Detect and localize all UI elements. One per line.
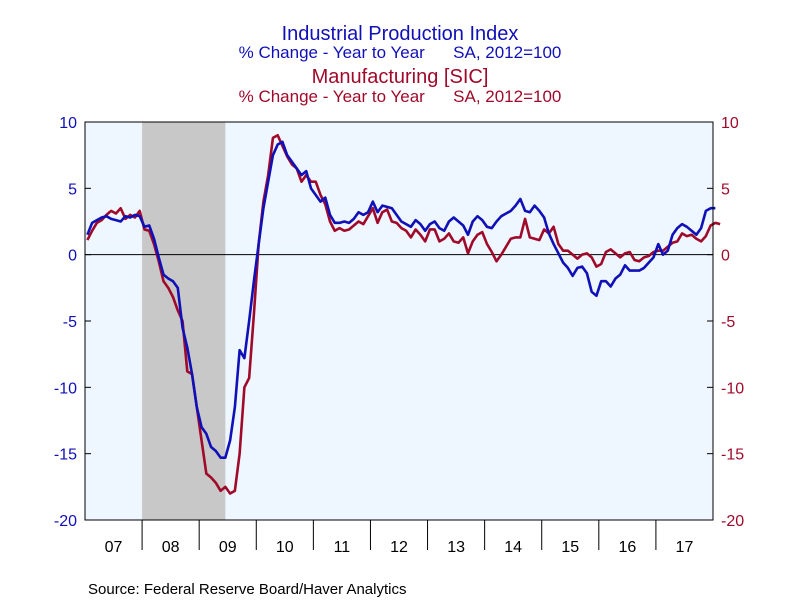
y-tick-label-right: 10 <box>721 115 739 132</box>
chart-subtitle-series1: % Change - Year to Year SA, 2012=100 <box>239 43 562 62</box>
y-tick-label-left: -15 <box>54 447 77 464</box>
y-tick-label-left: -10 <box>54 380 77 397</box>
x-axis-box: 07 08 09 10 11 12 13 14 15 16 17 <box>105 520 694 556</box>
x-tick-label: 09 <box>219 539 237 556</box>
y-tick-label-right: 0 <box>721 248 730 265</box>
x-tick-label: 07 <box>105 539 123 556</box>
x-tick-label: 08 <box>162 539 180 556</box>
x-tick-label: 12 <box>390 539 408 556</box>
y-tick-label-left: 0 <box>68 248 77 265</box>
plot-frame <box>84 121 714 521</box>
x-tick-label: 16 <box>618 539 636 556</box>
chart-title-series2: Manufacturing [SIC] <box>312 66 489 88</box>
y-tick-label-left: 5 <box>68 181 77 198</box>
chart-title: Industrial Production Index <box>282 23 519 45</box>
y-tick-label-right: 5 <box>721 181 730 198</box>
y-tick-label-left: 10 <box>59 115 77 132</box>
y-tick-label-right: -20 <box>721 513 744 530</box>
x-tick-label: 13 <box>447 539 465 556</box>
chart-subtitle-series2: % Change - Year to Year SA, 2012=100 <box>239 87 562 106</box>
x-tick-label: 15 <box>561 539 579 556</box>
source-note: Source: Federal Reserve Board/Haver Anal… <box>88 581 406 598</box>
series-lines <box>86 133 721 495</box>
y-tick-label-left: -5 <box>63 314 77 331</box>
y-tick-label-right: -15 <box>721 447 744 464</box>
x-tick-label: 10 <box>276 539 294 556</box>
x-tick-label: 17 <box>676 539 694 556</box>
x-tick-label: 14 <box>504 539 522 556</box>
x-tick-label: 11 <box>334 539 351 556</box>
series-line-industrial-production <box>86 140 716 459</box>
y-tick-label-right: -5 <box>721 314 735 331</box>
y-tick-label-left: -20 <box>54 513 77 530</box>
y-tick-label-right: -10 <box>721 380 744 397</box>
axis-ticks: 10 5 0 -5 -10 -15 -20 10 5 0 -5 -10 -15 -20 <box>54 115 744 530</box>
